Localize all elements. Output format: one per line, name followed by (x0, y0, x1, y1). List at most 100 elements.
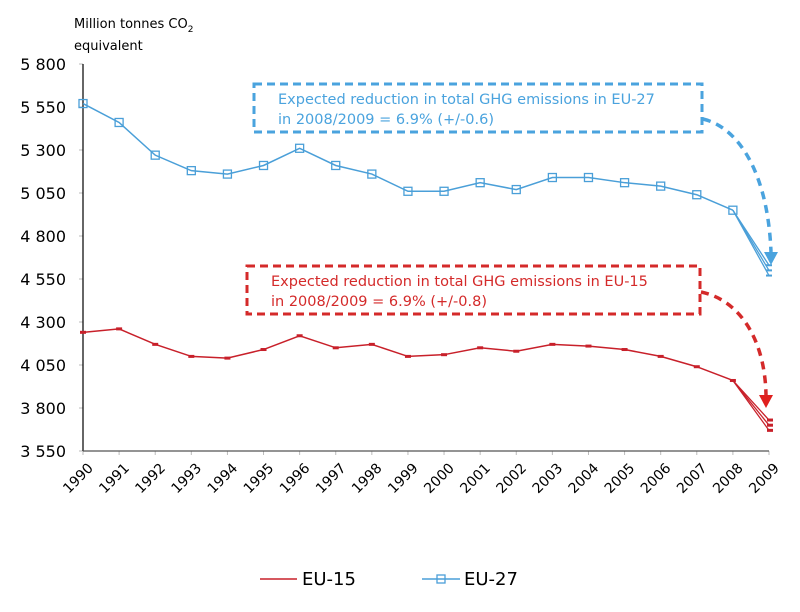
annotation-eu27-line1: Expected reduction in total GHG emission… (278, 92, 655, 108)
data-point-eu15 (80, 330, 86, 334)
data-point-eu27 (728, 205, 738, 215)
data-point-eu27 (258, 160, 269, 171)
x-tick-label: 2001 (457, 460, 494, 497)
annotation-eu27-arrowhead (764, 252, 778, 265)
data-point-eu15 (368, 342, 375, 346)
projection-line-eu27 (732, 209, 770, 276)
annotation-eu15-line1: Expected reduction in total GHG emission… (271, 274, 648, 290)
legend-item-eu15: EU-15 (260, 569, 356, 590)
data-point-eu15 (224, 356, 231, 360)
data-point-eu15 (693, 365, 700, 369)
y-tick-label: 5 050 (20, 184, 66, 203)
series-eu27 (78, 98, 772, 277)
data-point-eu15 (116, 327, 123, 331)
legend-marker-eu27 (436, 574, 446, 584)
x-tick-label: 1996 (277, 460, 314, 497)
data-point-eu15 (549, 342, 556, 346)
series-layer (78, 98, 773, 432)
data-point-eu27 (547, 172, 558, 183)
x-tick-label: 2002 (493, 460, 530, 497)
data-point-eu27 (439, 186, 449, 196)
projection-point-eu15 (767, 428, 773, 432)
x-tick-label: 2006 (638, 460, 675, 497)
projection-line-eu15 (732, 380, 770, 431)
data-point-eu15 (477, 346, 484, 350)
y-tick-label: 4 300 (20, 313, 66, 332)
data-point-eu27 (150, 150, 160, 160)
data-point-eu27 (114, 117, 124, 128)
data-point-eu15 (188, 354, 195, 358)
data-point-eu15 (332, 346, 339, 350)
annotation-eu15-line2: in 2008/2009 = 6.9% (+/-0.8) (271, 294, 487, 310)
series-eu15 (80, 327, 773, 432)
data-point-eu15 (513, 349, 520, 353)
data-point-eu27 (78, 98, 88, 109)
data-point-eu27 (656, 181, 666, 191)
x-axis-ticks: 1990 1991 1992 1993 1994 1995 1996 1997 1998 1999… (60, 451, 783, 497)
data-point-eu27 (331, 160, 341, 171)
data-point-eu27 (475, 178, 485, 188)
x-tick-label: 1991 (96, 460, 133, 497)
legend: EU-15 EU-27 (260, 569, 518, 590)
data-point-eu15 (729, 378, 736, 382)
data-point-eu15 (441, 353, 448, 357)
y-tick-label: 5 550 (20, 98, 66, 117)
data-point-eu27 (222, 169, 233, 179)
y-axis-ticks: 3 550 3 800 4 050 4 300 4 550 4 800 5 050 5 300… (20, 55, 83, 461)
x-tick-label: 2000 (421, 460, 458, 497)
annotation-eu15-arrowhead (759, 395, 773, 408)
annotation-eu27: Expected reduction in total GHG emission… (252, 82, 778, 265)
data-point-eu15 (296, 334, 303, 338)
annotation-eu27-arrow (702, 117, 773, 253)
projection-point-eu15 (767, 423, 773, 427)
data-point-eu15 (585, 344, 592, 348)
legend-item-eu27: EU-27 (422, 569, 518, 590)
y-axis-title-line1: Million tonnes CO2 (74, 17, 193, 35)
x-tick-label: 1997 (313, 460, 350, 497)
y-tick-label: 4 550 (20, 270, 66, 289)
x-tick-label: 2004 (566, 460, 603, 497)
data-point-eu15 (657, 354, 664, 358)
y-tick-label: 5 800 (20, 55, 66, 74)
x-tick-label: 1992 (132, 460, 169, 497)
annotation-eu15: Expected reduction in total GHG emission… (245, 264, 773, 408)
x-tick-label: 2009 (746, 460, 783, 497)
y-tick-label: 4 800 (20, 227, 66, 246)
data-point-eu15 (404, 354, 411, 358)
x-tick-label: 1998 (349, 460, 386, 497)
data-point-eu27 (619, 178, 630, 188)
data-point-eu15 (152, 342, 159, 346)
x-tick-label: 2008 (710, 460, 747, 497)
x-tick-label: 1994 (205, 460, 242, 497)
data-point-eu27 (403, 186, 413, 196)
x-tick-label: 2005 (602, 460, 639, 497)
y-tick-label: 4 050 (20, 356, 66, 375)
x-tick-label: 1999 (385, 460, 422, 497)
annotation-eu27-box (252, 82, 704, 134)
x-tick-label: 1990 (60, 460, 97, 497)
annotation-eu27-line2: in 2008/2009 = 6.9% (+/-0.6) (278, 112, 494, 128)
data-point-eu27 (692, 190, 702, 200)
data-point-eu15 (260, 348, 267, 352)
projection-point-eu15 (767, 418, 773, 422)
series-line-eu15 (82, 328, 734, 382)
x-tick-label: 2003 (530, 460, 567, 497)
data-point-eu27 (367, 169, 377, 179)
series-line-eu27 (82, 102, 734, 211)
data-point-eu27 (186, 165, 196, 176)
y-tick-label: 3 800 (20, 399, 66, 418)
legend-label-eu15: EU-15 (302, 569, 356, 590)
x-tick-label: 1993 (169, 460, 206, 497)
data-point-eu27 (294, 143, 305, 153)
x-tick-label: 2007 (674, 460, 711, 497)
data-point-eu27 (511, 184, 521, 195)
y-tick-label: 5 300 (20, 141, 66, 160)
y-tick-label: 3 550 (20, 442, 66, 461)
data-point-eu15 (621, 348, 628, 352)
x-tick-label: 1995 (241, 460, 278, 497)
annotation-eu15-box (245, 264, 702, 316)
data-point-eu27 (583, 172, 594, 183)
annotation-eu15-arrow (700, 290, 768, 396)
legend-label-eu27: EU-27 (464, 569, 518, 590)
